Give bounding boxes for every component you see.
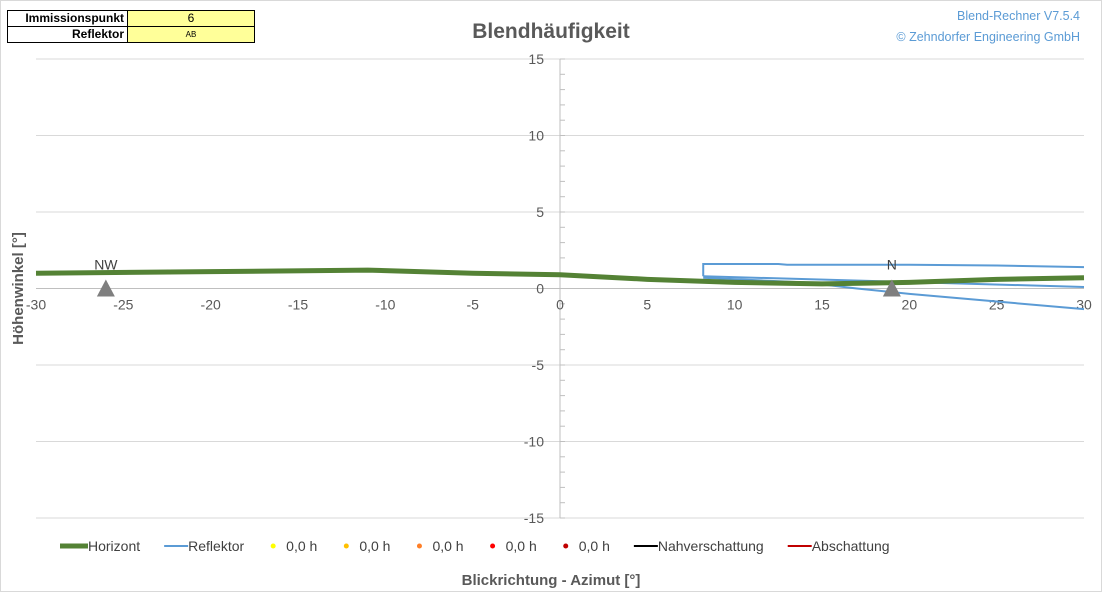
legend-label: 0,0 h xyxy=(506,538,537,554)
x-tick-label: -15 xyxy=(288,297,308,313)
legend-label: 0,0 h xyxy=(432,538,463,554)
y-tick-label: 10 xyxy=(528,128,544,144)
horizont-line xyxy=(35,267,1085,287)
legend-key xyxy=(490,543,496,549)
x-axis-title: Blickrichtung - Azimut [°] xyxy=(462,572,641,589)
x-tick-label: -25 xyxy=(113,297,133,313)
x-tick-label: 0 xyxy=(556,297,564,313)
chart-title: Blendhäufigkeit xyxy=(472,20,630,43)
immission-label: Immissionspunkt xyxy=(7,10,128,27)
marker-layer: NW N xyxy=(94,257,901,297)
legend: Horizont Reflektor 0,0 h 0,0 h 0,0 h 0,0 h 0,0… xyxy=(60,538,890,554)
x-tick-label: -5 xyxy=(466,297,479,313)
legend-label: Abschattung xyxy=(812,538,890,554)
brand-version: Blend-Rechner V7.5.4 xyxy=(957,9,1080,23)
reflector-value[interactable]: AB xyxy=(127,26,255,43)
direction-marker-label: NW xyxy=(94,257,118,273)
legend-label: 0,0 h xyxy=(579,538,610,554)
x-tick-label: 5 xyxy=(643,297,651,313)
y-tick-label: -10 xyxy=(524,434,544,450)
direction-marker-label: N xyxy=(887,257,897,273)
y-tick-label: -5 xyxy=(532,357,545,373)
x-tick-label: 10 xyxy=(727,297,743,313)
x-tick-label: -30 xyxy=(26,297,46,313)
y-tick-label: 5 xyxy=(536,204,544,220)
y-tick-label: 0 xyxy=(536,281,544,297)
direction-marker xyxy=(96,279,115,297)
legend-label: 0,0 h xyxy=(359,538,390,554)
legend-label: Horizont xyxy=(88,538,140,554)
legend-label: 0,0 h xyxy=(286,538,317,554)
reflector-label: Reflektor xyxy=(7,26,128,43)
legend-label: Reflektor xyxy=(188,538,244,554)
info-table: Immissionspunkt 6 Reflektor AB xyxy=(7,10,255,43)
series-layer xyxy=(35,263,1085,311)
x-tick-label: -10 xyxy=(375,297,395,313)
brand-copyright: © Zehndorfer Engineering GmbH xyxy=(896,30,1080,44)
x-tick-label: 20 xyxy=(902,297,918,313)
y-axis-title: Höhenwinkel [°] xyxy=(10,232,27,345)
legend-key xyxy=(416,543,422,549)
legend-label: Nahverschattung xyxy=(658,538,764,554)
axes: -30 -25 -20 -15 -10 -5 0 5 10 15 20 25 30 -15 -10 -5 0 5 1… xyxy=(26,51,1092,526)
direction-marker xyxy=(882,279,901,297)
x-tick-label: 25 xyxy=(989,297,1005,313)
y-tick-label: -15 xyxy=(524,510,544,526)
legend-key xyxy=(270,543,276,549)
reflector-row: Reflektor AB xyxy=(7,26,255,43)
legend-key xyxy=(343,543,349,549)
x-tick-label: 30 xyxy=(1076,297,1092,313)
brand-info: Blend-Rechner V7.5.4 © Zehndorfer Engine… xyxy=(896,6,1080,48)
x-tick-label: 15 xyxy=(814,297,830,313)
y-tick-label: 15 xyxy=(528,51,544,67)
x-tick-label: -20 xyxy=(201,297,221,313)
legend-key xyxy=(563,543,569,549)
reflektor-line xyxy=(702,263,1085,277)
